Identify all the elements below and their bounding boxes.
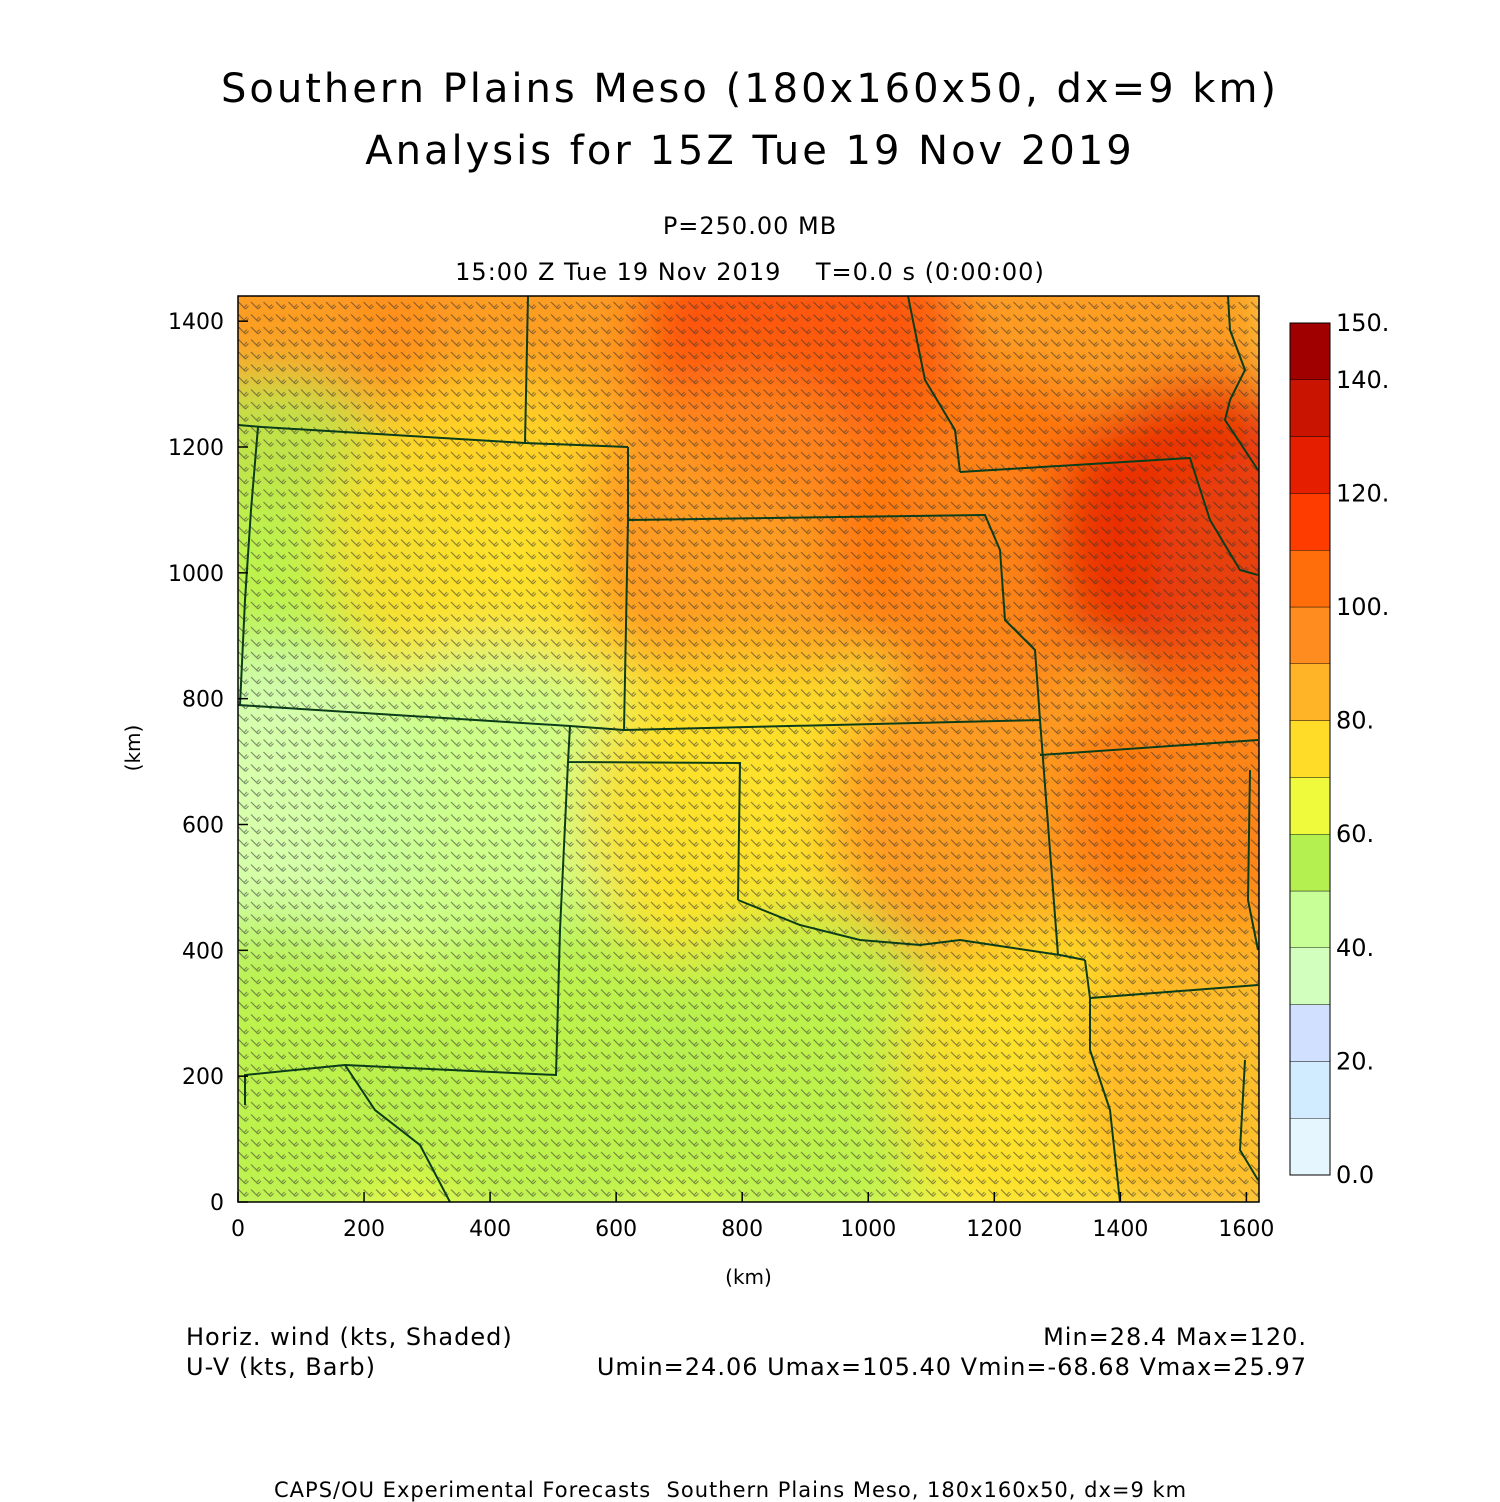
pressure-level-label: P=250.00 MB [662, 212, 838, 240]
state-border-14 [344, 1064, 451, 1202]
y-tick-label-5: 1000 [168, 562, 224, 587]
state-border-5 [238, 704, 1059, 956]
y-tick-label-3: 600 [182, 814, 224, 839]
y-tick-label-1: 200 [182, 1065, 224, 1090]
colorbar-swatch-5 [1289, 834, 1331, 892]
y-tick-label-7: 1400 [168, 310, 224, 335]
chart-title-line1: Southern Plains Meso (180x160x50, dx=9 k… [220, 66, 1280, 112]
plot-frame [237, 295, 1260, 1203]
colorbar-label-1: 20. [1336, 1047, 1374, 1075]
colorbar-swatch-3 [1289, 947, 1331, 1005]
uv-min-max: Umin=24.06 Umax=105.40 Vmin=-68.68 Vmax=… [596, 1353, 1307, 1381]
colorbar-label-3: 60. [1336, 820, 1374, 848]
colorbar-label-0: 0.0 [1336, 1161, 1374, 1189]
x-tick-label-3: 600 [595, 1217, 637, 1242]
x-tick-label-0: 0 [231, 1217, 245, 1242]
y-tick-label-6: 1200 [168, 436, 224, 461]
colorbar-label-4: 80. [1336, 707, 1374, 735]
wind-barbs [238, 296, 1259, 1202]
axes: 0 200 400 600 800 1000 1200 1400 1600 0 200 400 600 8… [121, 310, 1274, 1289]
state-border-13 [907, 296, 961, 473]
colorbar-label-5: 100. [1336, 593, 1389, 621]
field-description-barb: U-V (kts, Barb) [186, 1353, 376, 1381]
colorbar-swatch-6 [1289, 777, 1331, 835]
state-border-6 [566, 725, 742, 901]
colorbar: 0.0 20. 40. 60. 80. 100. 120. 140. 150. [1289, 309, 1389, 1189]
x-tick-label-8: 1600 [1218, 1217, 1274, 1242]
x-tick-label-5: 1000 [840, 1217, 896, 1242]
colorbar-label-6: 120. [1336, 479, 1389, 507]
colorbar-label-8: 150. [1336, 309, 1389, 337]
colorbar-swatch-10 [1289, 550, 1331, 608]
x-tick-label-2: 400 [469, 1217, 511, 1242]
x-tick-label-1: 200 [343, 1217, 385, 1242]
colorbar-swatch-2 [1289, 1004, 1331, 1062]
y-tick-label-2: 400 [182, 939, 224, 964]
colorbar-swatch-12 [1289, 436, 1331, 494]
colorbar-swatch-4 [1289, 890, 1331, 948]
state-border-12 [959, 456, 1259, 576]
colorbar-swatch-0 [1289, 1117, 1331, 1176]
colorbar-swatch-9 [1289, 606, 1331, 664]
state-border-7 [244, 761, 569, 1105]
state-border-0 [238, 424, 629, 448]
colorbar-swatch-13 [1289, 379, 1331, 437]
colorbar-swatch-14 [1289, 322, 1331, 380]
colorbar-swatch-1 [1289, 1061, 1331, 1119]
state-border-10 [1089, 998, 1121, 1202]
y-axis-label: (km) [121, 725, 145, 772]
x-axis-label: (km) [725, 1265, 772, 1289]
state-border-16 [1246, 769, 1259, 951]
field-description-shaded: Horiz. wind (kts, Shaded) [186, 1323, 513, 1351]
credit-line: CAPS/OU Experimental Forecasts Southern … [274, 1478, 1188, 1502]
y-tick-label-0: 0 [210, 1191, 224, 1216]
state-borders [238, 296, 1259, 1202]
colorbar-swatch-8 [1289, 663, 1331, 721]
state-border-2 [524, 296, 529, 444]
colorbar-swatch-11 [1289, 493, 1331, 551]
colorbar-swatch-7 [1289, 720, 1331, 778]
x-tick-label-6: 1200 [966, 1217, 1022, 1242]
state-border-4 [627, 513, 1041, 721]
state-border-11 [1039, 739, 1259, 756]
valid-time-label: 15:00 Z Tue 19 Nov 2019 T=0.0 s (0:00:00… [455, 258, 1045, 286]
wind-speed-shading [238, 296, 1259, 1202]
state-border-8 [737, 899, 1086, 961]
state-border-1 [239, 426, 259, 706]
colorbar-label-2: 40. [1336, 934, 1374, 962]
state-border-17 [1238, 1059, 1259, 1181]
field-min-max: Min=28.4 Max=120. [1043, 1323, 1307, 1351]
colorbar-label-7: 140. [1336, 366, 1389, 394]
y-tick-label-4: 800 [182, 688, 224, 713]
chart-title-line2: Analysis for 15Z Tue 19 Nov 2019 [365, 128, 1135, 174]
state-border-15 [1223, 296, 1259, 471]
x-tick-label-7: 1400 [1092, 1217, 1148, 1242]
x-tick-label-4: 800 [721, 1217, 763, 1242]
